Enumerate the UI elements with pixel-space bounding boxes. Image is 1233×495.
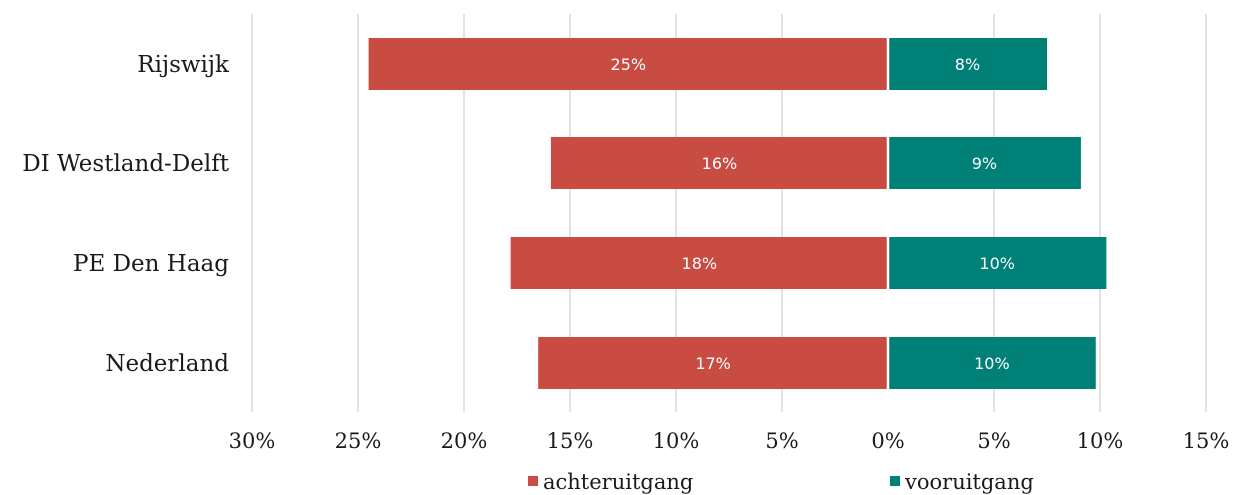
category-label: Nederland <box>105 351 229 377</box>
x-tick-label: 10% <box>653 429 700 453</box>
bar-vooruitgang <box>888 38 1047 90</box>
x-tick-label: 20% <box>441 429 488 453</box>
legend: achteruitgang vooruitgang <box>528 470 1034 494</box>
legend-label: achteruitgang <box>543 470 693 494</box>
category-labels: Rijswijk DI Westland-Delft PE Den Haag Nede… <box>22 52 230 377</box>
category-label: DI Westland-Delft <box>22 151 230 177</box>
x-tick-label: 5% <box>977 429 1010 453</box>
legend-swatch <box>528 476 538 486</box>
x-tick-label: 10% <box>1077 429 1124 453</box>
bar-data-label: 10% <box>979 254 1015 273</box>
x-tick-label: 5% <box>765 429 798 453</box>
x-tick-label: 15% <box>547 429 594 453</box>
bar-achteruitgang <box>510 237 888 289</box>
bar-achteruitgang <box>368 38 889 90</box>
category-label: Rijswijk <box>137 52 230 78</box>
x-axis-tick-labels: 30% 25% 20% 15% 10% 5% 0% 5% 10% 15% <box>229 429 1230 453</box>
bar-data-label: 9% <box>972 154 997 173</box>
category-label: PE Den Haag <box>73 251 229 277</box>
bar-data-label: 10% <box>974 354 1010 373</box>
bar-achteruitgang <box>550 137 888 189</box>
bar-data-label: 8% <box>955 55 980 74</box>
bar-data-label: 25% <box>611 55 647 74</box>
bar-data-label: 18% <box>682 254 718 273</box>
legend-label: vooruitgang <box>904 470 1034 494</box>
bar-vooruitgang <box>888 337 1096 389</box>
bar-achteruitgang <box>538 337 888 389</box>
bar-vooruitgang <box>888 137 1081 189</box>
x-tick-label: 30% <box>229 429 276 453</box>
bars: 25% 8% 16% 9% 18% 10% 17% 10% <box>368 38 1107 389</box>
x-tick-label: 15% <box>1183 429 1230 453</box>
x-tick-label: 25% <box>335 429 382 453</box>
bar-vooruitgang <box>888 237 1107 289</box>
legend-swatch <box>890 476 900 486</box>
bar-data-label: 16% <box>702 154 738 173</box>
x-tick-label: 0% <box>871 429 904 453</box>
bar-data-label: 17% <box>695 354 731 373</box>
